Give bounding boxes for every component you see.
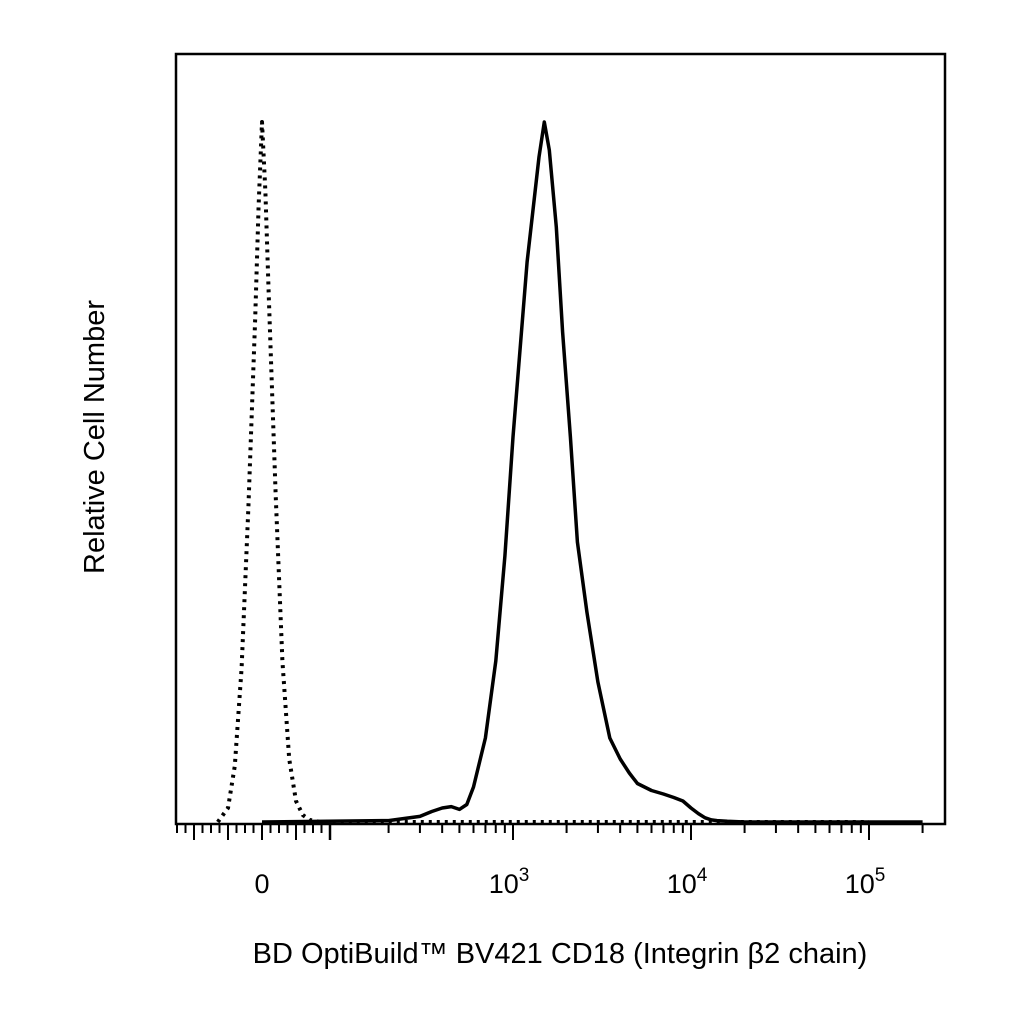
series-line-solid bbox=[261, 120, 923, 824]
series-line-dotted bbox=[216, 120, 869, 824]
x-axis-title: BD OptiBuild™ BV421 CD18 (Integrin β2 ch… bbox=[253, 938, 868, 970]
x-tick-label: 104 bbox=[667, 865, 708, 899]
x-tick-label: 103 bbox=[489, 865, 530, 899]
y-axis-title: Relative Cell Number bbox=[79, 300, 111, 574]
x-axis-ticks bbox=[176, 824, 924, 840]
plot-frame bbox=[174, 52, 947, 826]
x-tick-label: 105 bbox=[845, 865, 886, 899]
x-tick-label: 0 bbox=[254, 869, 269, 899]
x-axis-tick-labels: 0 103 104 105 bbox=[254, 865, 885, 899]
series-layer bbox=[216, 120, 923, 824]
